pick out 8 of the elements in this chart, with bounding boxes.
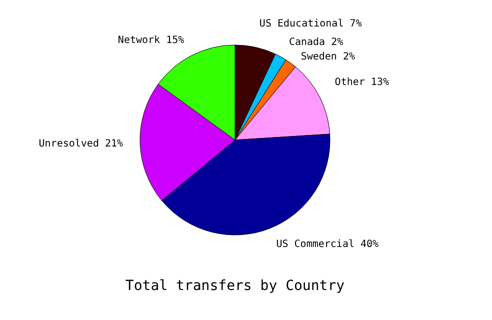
slice-label: Sweden 2% [300,51,356,62]
slice-label: Canada 2% [288,36,344,48]
text: Total transfers by Country [125,278,345,294]
slice-label: Other 13% [334,77,389,88]
slice-label: US Educational 7% [259,18,362,30]
slice-label: Network 15% [118,35,184,46]
slice-label: US Commercial 40% [276,239,379,250]
slice-label: Unresolved 21% [38,138,124,150]
